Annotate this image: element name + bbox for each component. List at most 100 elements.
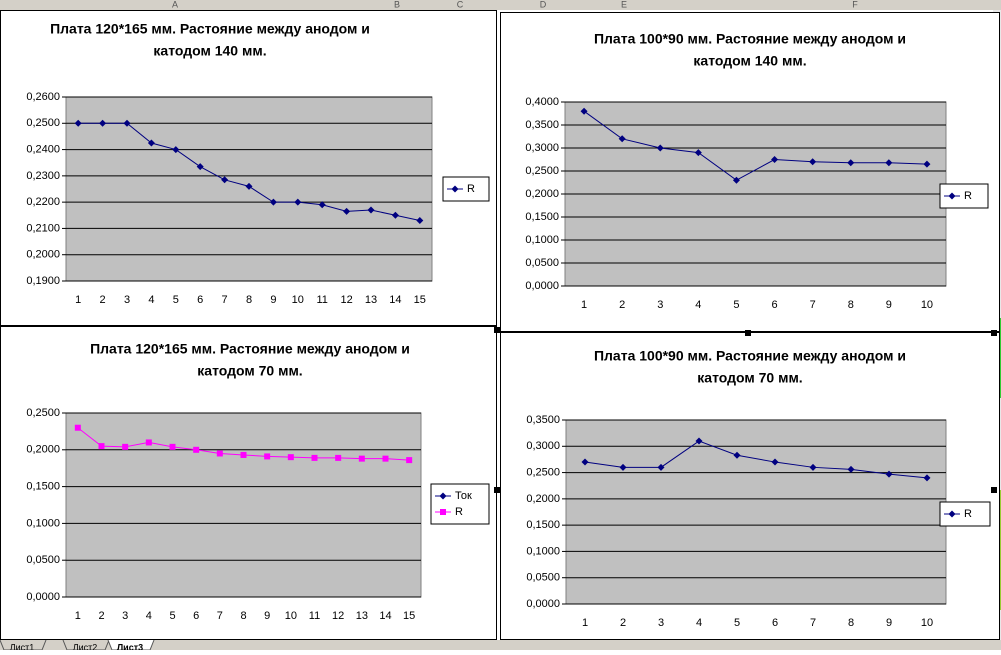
y-tick-label: 0,1500 [525, 211, 559, 223]
x-tick-label: 8 [848, 617, 854, 629]
data-point [147, 139, 155, 147]
data-point [809, 158, 817, 166]
data-point [358, 455, 365, 462]
y-tick-label: 0,1900 [26, 275, 60, 287]
selection-handle [745, 330, 751, 336]
legend-label: Ток [455, 490, 472, 502]
data-point [885, 470, 893, 478]
data-point [733, 451, 741, 459]
data-point [123, 119, 131, 127]
data-point [216, 450, 223, 457]
tab-bar [0, 640, 1001, 650]
y-tick-label: 0,2500 [526, 466, 560, 478]
sheet-tab[interactable]: Лист3 [117, 642, 143, 652]
series-line [583, 110, 927, 181]
data-point [619, 463, 627, 471]
x-tick-label: 10 [292, 294, 304, 306]
data-point [335, 454, 342, 461]
data-point [406, 457, 413, 464]
y-tick-label: 0,2000 [26, 444, 60, 456]
x-tick-label: 3 [122, 610, 128, 622]
data-point [581, 458, 589, 466]
y-tick-label: 0,3500 [526, 414, 560, 426]
x-tick-label: 10 [285, 610, 297, 622]
y-tick-label: 0,3000 [526, 440, 560, 452]
x-tick-label: 7 [810, 299, 816, 311]
legend-label: R [455, 506, 463, 518]
data-point [656, 144, 664, 152]
legend-label: R [964, 190, 972, 202]
column-header[interactable]: D [540, 0, 547, 9]
y-tick-label: 0,2400 [26, 143, 60, 155]
series-line [584, 440, 928, 479]
data-point [287, 454, 294, 461]
data-point [343, 207, 351, 215]
y-tick-label: 0,2500 [525, 165, 559, 177]
legend-marker [948, 510, 956, 518]
x-tick-label: 1 [581, 299, 587, 311]
legend-marker [439, 492, 447, 500]
y-tick-label: 0,1000 [525, 234, 559, 246]
x-tick-label: 5 [169, 610, 175, 622]
data-point [771, 458, 779, 466]
x-tick-label: 12 [332, 610, 344, 622]
x-tick-label: 6 [771, 299, 777, 311]
data-point [74, 424, 81, 431]
y-tick-label: 0,2500 [26, 407, 60, 419]
x-tick-label: 6 [772, 617, 778, 629]
data-point [367, 206, 375, 214]
selection-handle [991, 330, 997, 336]
x-tick-label: 2 [619, 299, 625, 311]
data-point [169, 443, 176, 450]
column-header[interactable]: A [172, 0, 178, 9]
selection-handle [991, 487, 997, 493]
x-tick-label: 3 [658, 617, 664, 629]
x-tick-label: 2 [620, 617, 626, 629]
x-tick-label: 10 [921, 617, 933, 629]
sheet-tab[interactable]: Лист2 [73, 642, 98, 652]
y-tick-label: 0,2100 [26, 222, 60, 234]
data-point [99, 119, 107, 127]
data-point [694, 149, 702, 157]
x-tick-label: 4 [695, 299, 701, 311]
x-tick-label: 8 [848, 299, 854, 311]
x-tick-label: 11 [309, 610, 320, 622]
column-header[interactable]: C [457, 0, 464, 9]
sheet-tab[interactable]: Лист1 [10, 642, 35, 652]
x-tick-label: 12 [340, 294, 352, 306]
selection-handle [494, 327, 500, 333]
column-header-bar [0, 0, 1001, 10]
x-tick-label: 15 [403, 610, 415, 622]
y-tick-label: 0,2300 [26, 170, 60, 182]
data-point [847, 465, 855, 473]
data-point [264, 453, 271, 460]
column-header[interactable]: E [621, 0, 627, 9]
plot-area [565, 419, 947, 605]
y-tick-label: 0,0000 [525, 280, 559, 292]
data-point [196, 163, 204, 171]
y-tick-label: 0,2500 [26, 117, 60, 129]
y-tick-label: 0,0000 [526, 598, 560, 610]
x-tick-label: 9 [886, 617, 892, 629]
x-tick-label: 5 [173, 294, 179, 306]
x-tick-label: 8 [246, 294, 252, 306]
y-tick-label: 0,2000 [26, 249, 60, 261]
data-point [809, 463, 817, 471]
data-point [240, 451, 247, 458]
data-point [172, 146, 180, 154]
column-header[interactable]: B [394, 0, 400, 9]
x-tick-label: 6 [193, 610, 199, 622]
data-point [382, 455, 389, 462]
x-tick-label: 1 [582, 617, 588, 629]
chart-title: Плата 120*165 мм. Растояние между анодом… [90, 341, 410, 357]
column-header[interactable]: F [852, 0, 858, 9]
chart-subtitle: катодом 140 мм. [153, 43, 266, 59]
data-point [221, 176, 229, 184]
x-tick-label: 4 [146, 610, 152, 622]
x-tick-label: 7 [217, 610, 223, 622]
x-tick-label: 4 [696, 617, 702, 629]
data-point [311, 454, 318, 461]
y-tick-label: 0,1000 [526, 545, 560, 557]
y-tick-label: 0,2000 [525, 188, 559, 200]
